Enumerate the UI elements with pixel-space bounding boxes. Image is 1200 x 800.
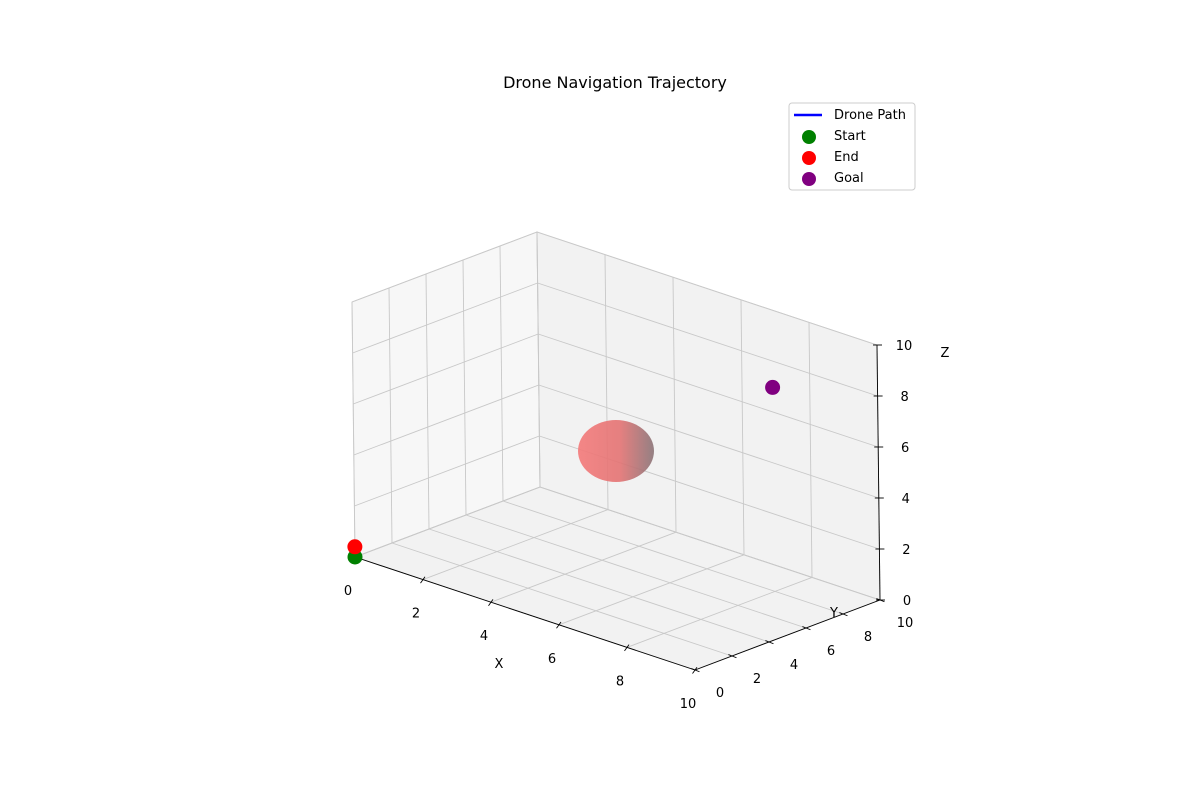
legend-entry-start: Start: [802, 129, 866, 144]
grid-line-x-back: [808, 322, 813, 578]
grid-line-z-left: [354, 486, 541, 558]
grid-line-y-left: [536, 231, 541, 488]
grid-line-x-floor: [422, 509, 609, 581]
grid-line-y-left: [425, 273, 430, 530]
plot-data: [347, 379, 781, 565]
grid-line-z-back: [538, 384, 879, 499]
grid-line-z-left: [354, 435, 540, 507]
axis-lines: [354, 344, 881, 671]
x-axis-tick-label: 0: [344, 584, 352, 599]
z-axis-tick-label: 2: [902, 543, 910, 558]
y-axis-tick-label: 6: [827, 644, 835, 659]
grid-line-z-left: [352, 282, 538, 354]
y-axis-tick: [728, 654, 737, 659]
z-axis-line: [876, 344, 881, 601]
grid-lines: [351, 231, 881, 671]
x-axis-tick: [556, 621, 562, 629]
axes-panes: [351, 231, 882, 671]
x-axis-tick: [488, 599, 494, 606]
legend-label: Goal: [834, 171, 864, 186]
legend-entry-goal: Goal: [802, 171, 864, 186]
legend-entry-end: End: [802, 150, 859, 165]
y-axis-tick-label: 10: [897, 616, 914, 631]
legend-label: End: [834, 150, 859, 165]
y-axis-tick: [839, 612, 848, 617]
grid-line-z-left: [351, 231, 538, 303]
grid-line-y-floor: [465, 514, 807, 629]
grid-line-y-left: [388, 287, 393, 544]
y-axis-tick: [691, 668, 700, 673]
z-axis-tick-label: 10: [896, 339, 913, 354]
x-axis-tick: [624, 644, 630, 652]
x-axis-tick-label: 8: [616, 674, 624, 689]
legend-dot-marker: [802, 151, 816, 165]
legend-dot-marker: [802, 130, 816, 144]
x-axis-line: [354, 556, 696, 671]
chart-title: Drone Navigation Trajectory: [503, 73, 727, 92]
x-axis-tick-label: 6: [548, 652, 556, 667]
grid-line-z-back: [538, 333, 879, 448]
x-axis-tick-label: 10: [680, 697, 697, 712]
y-axis-label: Y: [829, 606, 838, 621]
z-axis-tick-label: 6: [901, 441, 909, 456]
grid-line-y-floor: [428, 528, 770, 643]
grid-line-z-back: [536, 231, 878, 346]
grid-line-y-left: [499, 245, 504, 502]
grid-line-z-back: [537, 282, 878, 397]
grid-line-z-left: [353, 333, 539, 405]
legend-box: [788, 102, 916, 191]
legend-dot-marker: [802, 172, 816, 186]
grid-line-y-left: [462, 259, 467, 516]
y-axis-tick-label: 4: [790, 658, 798, 673]
legend: Drone Path Start End Goal: [788, 102, 916, 191]
goal-point-marker: [765, 379, 781, 395]
grid-line-y-floor: [391, 542, 733, 657]
y-axis-tick-label: 0: [716, 686, 724, 701]
y-axis-tick-label: 8: [864, 630, 872, 645]
legend-label: Drone Path: [834, 108, 906, 123]
tick-marks: 0 2 4 6 8 10 0 2 4 6 8 10 0 2 4 6 8 10: [344, 339, 913, 712]
z-axis-tick-label: 0: [903, 594, 911, 609]
z-axis-tick-label: 4: [902, 492, 910, 507]
y-axis-tick-label: 2: [753, 672, 761, 687]
grid-line-y-left: [351, 301, 356, 558]
legend-entry-path: Drone Path: [794, 108, 906, 123]
y-axis-tick: [765, 640, 774, 645]
grid-line-x-back: [740, 299, 745, 555]
x-axis-label: X: [495, 657, 504, 672]
y-axis-line: [694, 599, 881, 671]
y-axis-tick: [802, 626, 811, 631]
grid-line-x-floor: [490, 531, 677, 603]
legend-label: Start: [834, 129, 866, 144]
grid-line-z-left: [353, 384, 539, 456]
grid-line-y-floor: [502, 500, 844, 615]
grid-line-x-floor: [558, 554, 745, 626]
grid-line-x-back: [672, 277, 677, 533]
grid-line-x-floor: [626, 576, 813, 648]
z-axis-label: Z: [941, 346, 950, 361]
end-point-marker: [347, 539, 363, 555]
x-axis-tick-label: 2: [412, 607, 420, 622]
grid-line-z-back: [539, 486, 881, 601]
obstacle-sphere: [578, 420, 654, 482]
z-axis-tick-label: 8: [900, 390, 908, 405]
x-axis-tick: [420, 576, 426, 584]
x-axis-tick-label: 4: [480, 629, 488, 644]
